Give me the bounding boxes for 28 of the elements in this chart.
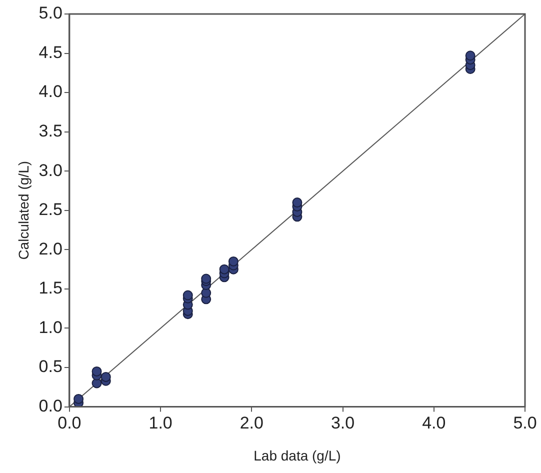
y-tick-label: 3.0 — [38, 160, 62, 180]
point — [92, 366, 102, 376]
y-tick-label: 4.5 — [38, 42, 62, 62]
x-tick-label: 4.0 — [422, 414, 446, 433]
y-tick-label: 2.0 — [38, 239, 62, 258]
x-tick-label: 5.0 — [513, 414, 537, 433]
x-tick-label: 3.0 — [330, 414, 355, 433]
x-tick-label: 2.0 — [240, 414, 264, 433]
point — [228, 256, 238, 266]
x-axis-title: Lab data (g/L) — [254, 447, 341, 464]
x-tick-label: 0.0 — [58, 414, 82, 433]
y-tick-label: 5.0 — [38, 4, 62, 23]
point — [292, 198, 302, 208]
y-tick-label: 1.5 — [38, 278, 62, 298]
y-tick-label: 0.5 — [38, 357, 62, 376]
y-tick-label: 2.5 — [38, 200, 62, 220]
y-tick-label: 3.5 — [38, 122, 62, 141]
y-tick-label: 1.0 — [38, 318, 62, 337]
x-tick-label: 1.0 — [148, 414, 172, 433]
point — [182, 290, 193, 300]
point — [74, 394, 84, 404]
point — [465, 50, 476, 61]
point — [100, 372, 111, 382]
y-tick-label: 4.0 — [38, 82, 62, 102]
point — [219, 264, 230, 274]
y-tick-label: 0.0 — [38, 396, 62, 416]
point — [201, 274, 212, 284]
y-axis-title: Calculated (g/L) — [15, 160, 32, 260]
